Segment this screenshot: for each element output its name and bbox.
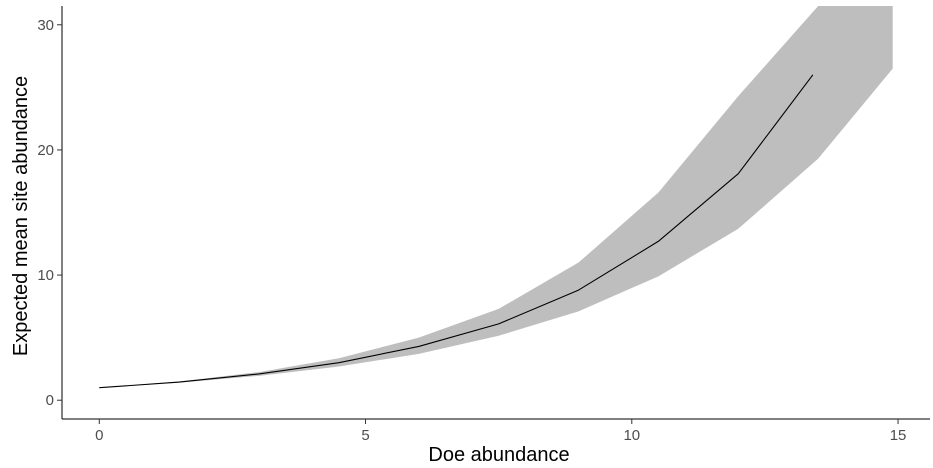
x-tick-label: 0 — [95, 427, 103, 444]
y-tick-label: 30 — [37, 17, 54, 34]
confidence-ribbon — [99, 6, 893, 388]
x-tick-label: 15 — [890, 427, 907, 444]
y-tick-label: 10 — [37, 267, 54, 284]
y-axis-title: Expected mean site abundance — [10, 76, 32, 356]
series-line — [99, 74, 814, 389]
x-tick-label: 10 — [623, 427, 640, 444]
x-tick-label: 5 — [361, 427, 369, 444]
axes: 0 5 10 15 0 10 20 30 — [37, 6, 930, 444]
y-tick-label: 20 — [37, 142, 54, 159]
y-tick-label: 0 — [46, 392, 54, 409]
x-axis-title: Doe abundance — [428, 444, 569, 466]
plot-series — [99, 6, 893, 389]
plot-area — [99, 6, 893, 389]
